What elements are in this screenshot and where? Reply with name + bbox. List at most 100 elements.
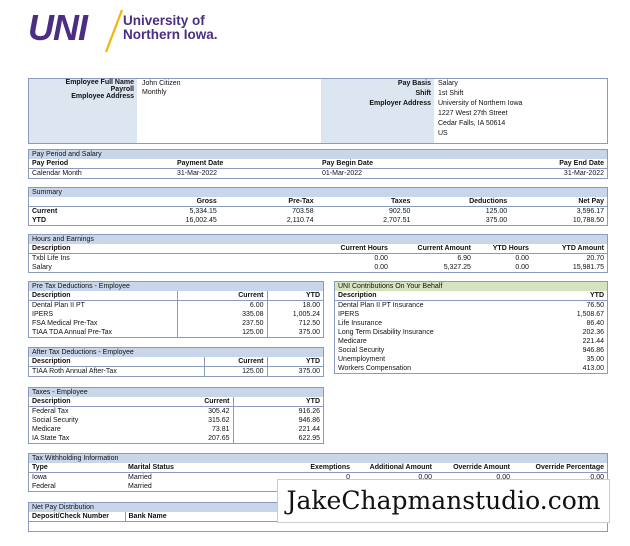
cell: Federal	[29, 482, 125, 491]
table-row: YTD 16,002.45 2,110.74 2,707.51 375.00 1…	[29, 216, 607, 225]
cell: Social Security	[335, 346, 537, 355]
table-row: Salary 0.00 5,327.25 0.00 15,981.75	[29, 263, 607, 272]
col-header: Pay End Date	[461, 159, 607, 169]
payroll-value: Monthly	[142, 88, 181, 97]
col-header: Gross	[123, 197, 220, 207]
cell: 622.95	[233, 434, 323, 443]
cell: 6.90	[391, 254, 474, 264]
watermark: JakeChapmanstudio.com	[277, 479, 610, 523]
cell: 413.00	[537, 364, 607, 373]
cell: 76.50	[537, 301, 607, 311]
cell: 703.58	[220, 207, 317, 217]
cell: Federal Tax	[29, 407, 172, 417]
cell: 2,707.51	[317, 216, 414, 225]
logo-wordmark: UNI	[28, 10, 87, 46]
col-header: Override Percentage	[513, 463, 607, 473]
section-title: After Tax Deductions - Employee	[29, 348, 323, 357]
cell: 15,981.75	[532, 263, 607, 272]
col-header: Description	[29, 397, 172, 407]
col-header: Current Hours	[301, 244, 391, 254]
employer-address-label: Employer Address	[321, 99, 431, 109]
col-header: YTD	[267, 291, 323, 301]
cell: 0.00	[301, 254, 391, 264]
employee-full-name: John Citizen	[142, 79, 181, 88]
cell: 16,002.45	[123, 216, 220, 225]
col-header: Payment Date	[174, 159, 319, 169]
col-header: Exemptions	[277, 463, 353, 473]
cell: Unemployment	[335, 355, 537, 364]
cell: 6.00	[177, 301, 267, 311]
employee-info: Employee Full Name Payroll Employee Addr…	[28, 78, 608, 144]
shift-label: Shift	[321, 89, 431, 99]
cell: 0.00	[301, 263, 391, 272]
cell: Workers Compensation	[335, 364, 537, 373]
cell: 916.26	[233, 407, 323, 417]
employee-address-label: Employee Address	[29, 93, 134, 100]
cell: 18.00	[267, 301, 323, 311]
cell: 946.86	[537, 346, 607, 355]
col-header: Pay Begin Date	[319, 159, 461, 169]
pay-basis-label: Pay Basis	[321, 79, 431, 89]
cell: Social Security	[29, 416, 172, 425]
table-row: Medicare 73.81 221.44	[29, 425, 323, 434]
section-title: Pay Period and Salary	[29, 150, 607, 159]
cell: 35.00	[537, 355, 607, 364]
cell: 902.50	[317, 207, 414, 217]
cell: 86.40	[537, 319, 607, 328]
table-row: TIAA TDA Annual Pre-Tax 125.00 375.00	[29, 328, 323, 337]
table-row: IPERS 1,508.67	[335, 310, 607, 319]
university-name: University of Northern Iowa.	[123, 14, 218, 42]
payroll-label: Payroll	[29, 86, 134, 93]
cell: 01-Mar-2022	[319, 169, 461, 179]
pay-basis-value: Salary	[438, 79, 522, 89]
pay-period-section: Pay Period and Salary Pay Period Payment…	[28, 149, 608, 179]
cell: 207.65	[172, 434, 233, 443]
section-title: Pre Tax Deductions - Employee	[29, 282, 323, 291]
cell: 73.81	[172, 425, 233, 434]
cell: Medicare	[29, 425, 172, 434]
cell: 5,327.25	[391, 263, 474, 272]
summary-section: Summary Gross Pre-Tax Taxes Deductions N…	[28, 187, 608, 226]
cell: IPERS	[335, 310, 537, 319]
cell: 946.86	[233, 416, 323, 425]
col-header: Description	[29, 291, 177, 301]
cell: TIAA TDA Annual Pre-Tax	[29, 328, 177, 337]
cell: Current	[29, 207, 123, 217]
col-header: Marital Status	[125, 463, 277, 473]
cell: IPERS	[29, 310, 177, 319]
cell: Calendar Month	[29, 169, 174, 179]
col-header: Override Amount	[435, 463, 513, 473]
cell: 375.00	[267, 328, 323, 337]
cell: 237.50	[177, 319, 267, 328]
uni-logo: UNI University of Northern Iowa.	[28, 10, 248, 54]
cell: 712.50	[267, 319, 323, 328]
table-row: Dental Plan II PT Insurance 76.50	[335, 301, 607, 311]
taxes-section: Taxes - Employee Description Current YTD…	[28, 387, 324, 444]
employer-address-line: 1227 West 27th Street	[438, 109, 522, 119]
table-row: FSA Medical Pre-Tax 237.50 712.50	[29, 319, 323, 328]
col-header: Description	[29, 357, 204, 367]
table-row: Medicare 221.44	[335, 337, 607, 346]
table-row: Long Term Disability Insurance 202.36	[335, 328, 607, 337]
cell: Dental Plan II PT	[29, 301, 177, 311]
col-header: Additional Amount	[353, 463, 435, 473]
col-header: YTD Hours	[474, 244, 532, 254]
cell: 1,508.67	[537, 310, 607, 319]
cell: 125.00	[177, 328, 267, 337]
col-header: Net Pay	[510, 197, 607, 207]
col-header: Pay Period	[29, 159, 174, 169]
cell: 221.44	[233, 425, 323, 434]
cell: 3,596.17	[510, 207, 607, 217]
pretax-deductions-section: Pre Tax Deductions - Employee Descriptio…	[28, 281, 324, 338]
employer-address-line: US	[438, 129, 522, 139]
table-row: Social Security 946.86	[335, 346, 607, 355]
cell: Long Term Disability Insurance	[335, 328, 537, 337]
col-header: Pre-Tax	[220, 197, 317, 207]
employer-address-line: Cedar Falls, IA 50614	[438, 119, 522, 129]
cell: Salary	[29, 263, 301, 272]
cell: 125.00	[413, 207, 510, 217]
cell: 125.00	[204, 367, 267, 377]
cell: 31-Mar-2022	[461, 169, 607, 179]
cell: 375.00	[267, 367, 323, 377]
table-row: Social Security 315.62 946.86	[29, 416, 323, 425]
